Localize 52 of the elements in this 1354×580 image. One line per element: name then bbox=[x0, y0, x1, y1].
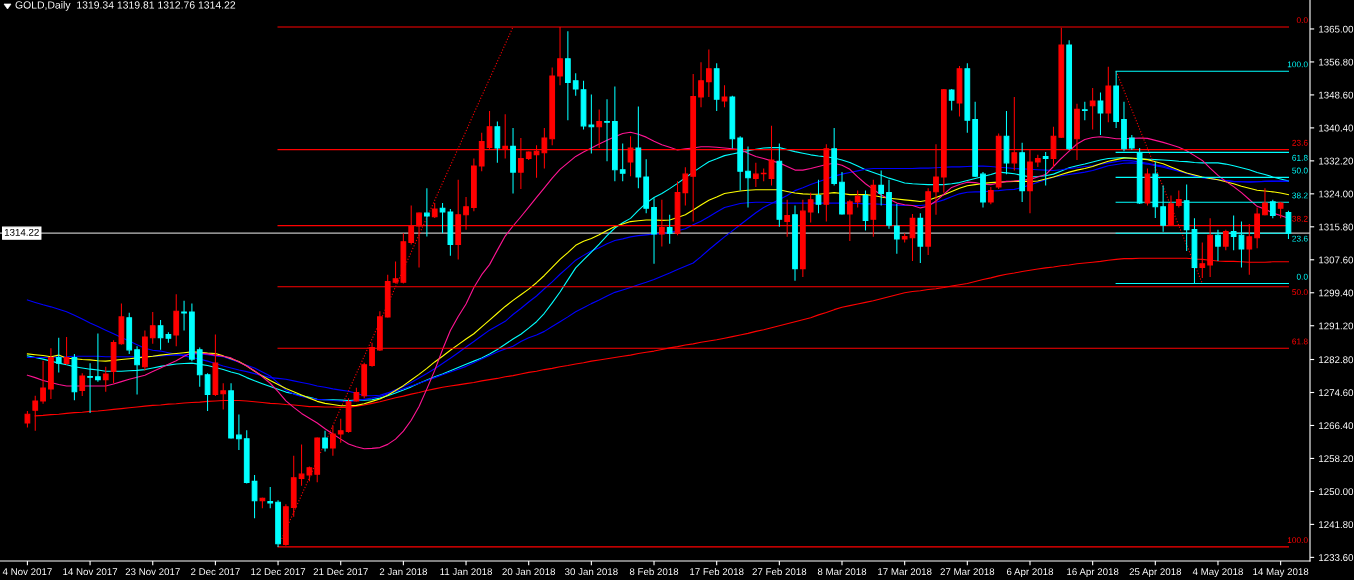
x-tick-label: 16 Apr 2018 bbox=[1067, 568, 1119, 578]
y-tick-label: 1291.20 bbox=[1319, 322, 1354, 330]
series-label: 23.6 bbox=[1292, 235, 1308, 242]
x-tick-label: 23 Nov 2017 bbox=[125, 568, 180, 576]
y-tick-label: 1282.80 bbox=[1319, 356, 1354, 364]
series-label: 38.2 bbox=[1292, 215, 1308, 222]
y-tick-label: 1324.00 bbox=[1319, 190, 1354, 198]
y-tick-label: 1307.60 bbox=[1319, 256, 1354, 264]
y-tick-label: 1258.20 bbox=[1319, 455, 1354, 463]
y-tick-label: 1348.60 bbox=[1319, 91, 1354, 99]
series-label: 0.0 bbox=[1296, 273, 1308, 280]
x-tick-label: 27 Mar 2018 bbox=[940, 568, 995, 576]
x-tick-label: 17 Mar 2018 bbox=[878, 568, 932, 576]
y-tick-label: 1233.60 bbox=[1319, 554, 1354, 561]
y-tick-label: 1365.00 bbox=[1319, 25, 1354, 33]
series-label: 38.2 bbox=[1292, 192, 1308, 199]
series-label: 100.0 bbox=[1287, 61, 1308, 68]
y-tick-label: 1356.80 bbox=[1319, 58, 1354, 66]
x-tick-label: 30 Jan 2018 bbox=[564, 568, 618, 576]
series-label: 23.6 bbox=[1292, 139, 1308, 146]
x-tick-label: 8 Mar 2018 bbox=[817, 568, 867, 576]
y-tick-label: 1241.80 bbox=[1319, 521, 1354, 529]
y-tick-label: 1274.60 bbox=[1319, 389, 1354, 397]
y-tick-label: 1315.80 bbox=[1319, 223, 1354, 231]
x-tick-label: 6 Apr 2018 bbox=[1006, 568, 1054, 578]
x-tick-label: 2 Dec 2017 bbox=[191, 568, 240, 576]
x-tick-label: 21 Dec 2017 bbox=[313, 568, 368, 576]
series-label: 50.0 bbox=[1292, 289, 1308, 296]
x-tick-label: 12 Dec 2017 bbox=[251, 568, 306, 576]
series-label: 61.8 bbox=[1292, 154, 1308, 161]
x-tick-label: 4 May 2018 bbox=[1192, 568, 1243, 578]
series-label: 0.0 bbox=[1296, 17, 1308, 24]
y-tick-label: 1299.40 bbox=[1319, 289, 1354, 297]
x-tick-label: 11 Jan 2018 bbox=[440, 568, 493, 576]
x-tick-label: 14 May 2018 bbox=[1253, 568, 1309, 578]
x-tick-label: 4 Nov 2017 bbox=[2, 568, 52, 576]
x-tick-label: 27 Feb 2018 bbox=[752, 567, 807, 576]
series-label: 50.0 bbox=[1292, 167, 1308, 174]
x-tick-label: 20 Jan 2018 bbox=[502, 568, 556, 576]
y-tick-label: 1266.40 bbox=[1319, 422, 1354, 430]
x-tick-label: 8 Feb 2018 bbox=[629, 567, 679, 576]
x-tick-label: 17 Feb 2018 bbox=[690, 567, 744, 576]
y-tick-label: 1340.40 bbox=[1319, 124, 1354, 132]
chart-title: GOLD,Daily 1319.34 1319.81 1312.76 1314.22 bbox=[15, 1, 236, 11]
x-tick-label: 25 Apr 2018 bbox=[1129, 568, 1182, 578]
series-label: 61.8 bbox=[1292, 338, 1308, 345]
ref-line-label: 1314.22 bbox=[4, 228, 39, 236]
x-tick-label: 14 Nov 2017 bbox=[63, 568, 118, 576]
y-tick-label: 1332.20 bbox=[1319, 157, 1354, 165]
y-tick-label: 1250.00 bbox=[1319, 488, 1354, 496]
x-tick-label: 2 Jan 2018 bbox=[379, 568, 428, 576]
series-label: 100.0 bbox=[1287, 537, 1308, 544]
